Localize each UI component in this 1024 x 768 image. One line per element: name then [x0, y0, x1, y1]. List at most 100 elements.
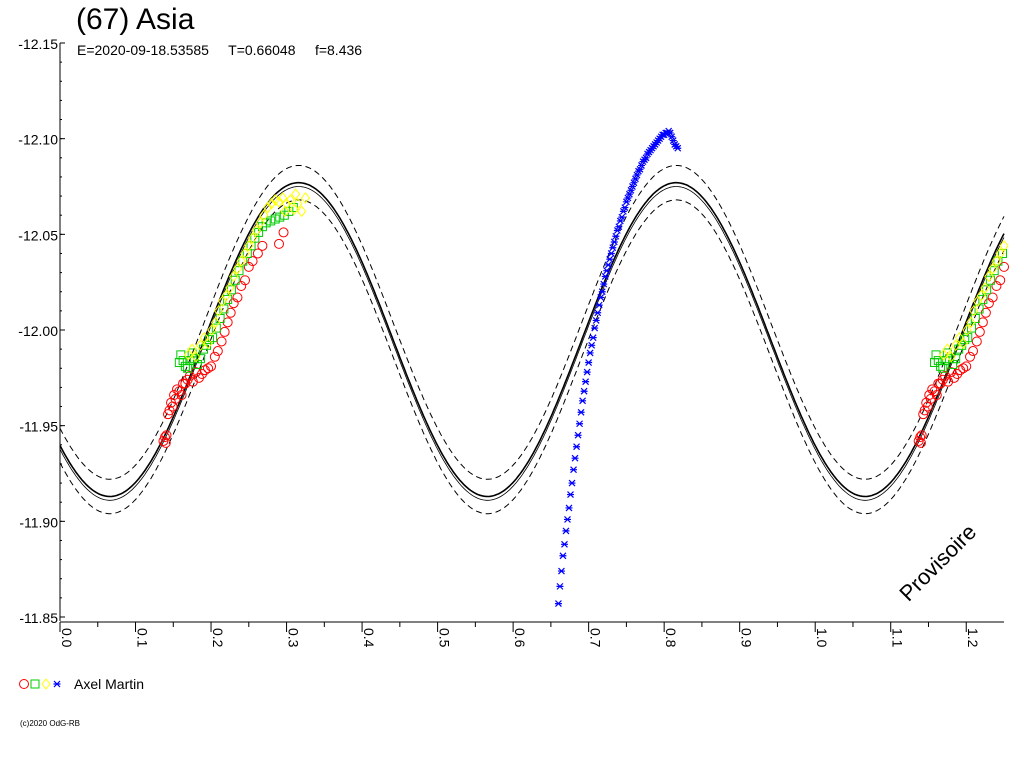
x-tick-label: 1.0 — [814, 628, 830, 648]
data-point-star — [577, 408, 585, 416]
data-point-star — [619, 207, 627, 215]
data-point-diamond — [991, 255, 1002, 267]
data-point-diamond — [203, 337, 213, 350]
data-point-diamond — [280, 205, 290, 218]
data-point-square — [226, 285, 236, 295]
data-point-circle — [915, 432, 926, 443]
data-point-star — [674, 144, 682, 152]
data-point-square — [178, 356, 188, 366]
x-tick-label: 0.1 — [135, 628, 151, 648]
legend-marker-star — [53, 680, 61, 688]
data-point-diamond — [958, 337, 968, 350]
data-point-star — [668, 133, 676, 141]
data-point-diamond — [976, 289, 986, 302]
data-point-circle — [193, 372, 204, 383]
data-point-star — [627, 186, 635, 194]
data-point-star — [642, 154, 650, 162]
data-point-circle — [159, 432, 170, 443]
data-point-star — [592, 317, 600, 324]
data-point-star — [636, 165, 644, 173]
data-point-circle — [240, 275, 251, 286]
data-point-square — [223, 294, 233, 304]
data-point-square — [238, 256, 248, 266]
data-point-star — [576, 420, 584, 428]
x-tick-label: 0.5 — [437, 628, 453, 648]
data-point-star — [562, 527, 570, 535]
data-point-star — [560, 540, 568, 548]
data-point-circle — [219, 326, 230, 337]
data-point-star — [594, 309, 602, 317]
data-point-star — [609, 244, 617, 252]
data-point-circle — [209, 351, 220, 362]
y-tick-label: -12.00 — [18, 323, 58, 339]
data-point-diamond — [259, 209, 269, 222]
data-point-circle — [176, 390, 187, 401]
data-point-square — [205, 335, 215, 345]
data-point-square — [230, 275, 240, 285]
data-point-star — [571, 454, 579, 462]
data-point-diamond — [980, 282, 990, 294]
data-point-circle — [236, 280, 247, 291]
data-point-diamond — [210, 316, 221, 329]
data-point-star — [568, 479, 576, 487]
data-point-star — [563, 515, 571, 523]
chart-subtitle: E=2020-09-18.53585 T=0.66048 f=8.436 — [77, 41, 362, 59]
data-point-square — [978, 294, 988, 304]
data-point-square — [176, 350, 186, 360]
y-tick-label: -11.85 — [19, 610, 58, 626]
data-point-diamond — [236, 255, 246, 267]
data-point-circle — [974, 326, 985, 337]
data-point-star — [630, 179, 638, 187]
data-point-square — [234, 266, 244, 276]
data-point-star — [613, 227, 621, 234]
data-point-diamond — [240, 247, 250, 260]
data-point-star — [565, 504, 573, 512]
data-point-circle — [999, 261, 1009, 272]
data-point-circle — [961, 361, 972, 372]
data-point-diamond — [263, 201, 273, 214]
x-tick-label: 0.2 — [210, 628, 226, 648]
data-point-star — [669, 137, 677, 145]
data-point-diamond — [191, 350, 201, 363]
fit-curve-main — [59, 181, 1005, 498]
data-point-star — [586, 349, 594, 357]
epoch-text: E=2020-09-18.53585 — [77, 42, 209, 58]
chart-title: (67) Asia — [76, 3, 195, 36]
data-point-diamond — [988, 262, 998, 275]
data-point-circle — [915, 437, 926, 448]
data-point-circle — [987, 292, 998, 303]
data-point-square — [967, 323, 977, 333]
data-point-diamond — [297, 205, 307, 218]
data-point-diamond — [966, 316, 976, 329]
data-point-circle — [196, 369, 207, 380]
x-tick-label: 0.6 — [512, 628, 528, 648]
data-point-circle — [931, 390, 942, 401]
fit-curve-inner — [59, 186, 1005, 501]
data-point-star — [589, 334, 597, 342]
x-tick-label: 0.4 — [361, 628, 377, 648]
legend-observer-label: Axel Martin — [74, 676, 145, 692]
data-point-star — [588, 341, 596, 349]
data-point-star — [625, 190, 633, 198]
fit-curve-lower-bound — [59, 199, 1005, 515]
data-point-star — [622, 198, 630, 206]
y-tick-label: -11.90 — [19, 514, 58, 530]
data-point-star — [554, 600, 562, 608]
data-point-circle — [252, 248, 263, 259]
period-text: T=0.66048 — [228, 42, 296, 58]
x-tick-label: 0.3 — [286, 628, 302, 648]
data-point-square — [951, 354, 961, 364]
data-point-star — [631, 175, 639, 183]
legend-marker-circle — [19, 679, 29, 689]
data-point-star — [582, 378, 590, 386]
data-point-star — [595, 301, 603, 309]
data-point-square — [933, 356, 943, 366]
data-point-star — [603, 267, 611, 275]
data-point-diamond — [251, 224, 261, 237]
data-point-diamond — [221, 289, 231, 302]
data-point-star — [618, 213, 626, 221]
data-point-star — [591, 324, 599, 332]
data-point-star — [601, 273, 609, 280]
data-point-diamond — [195, 339, 206, 352]
x-tick-label: 1.1 — [890, 628, 906, 648]
